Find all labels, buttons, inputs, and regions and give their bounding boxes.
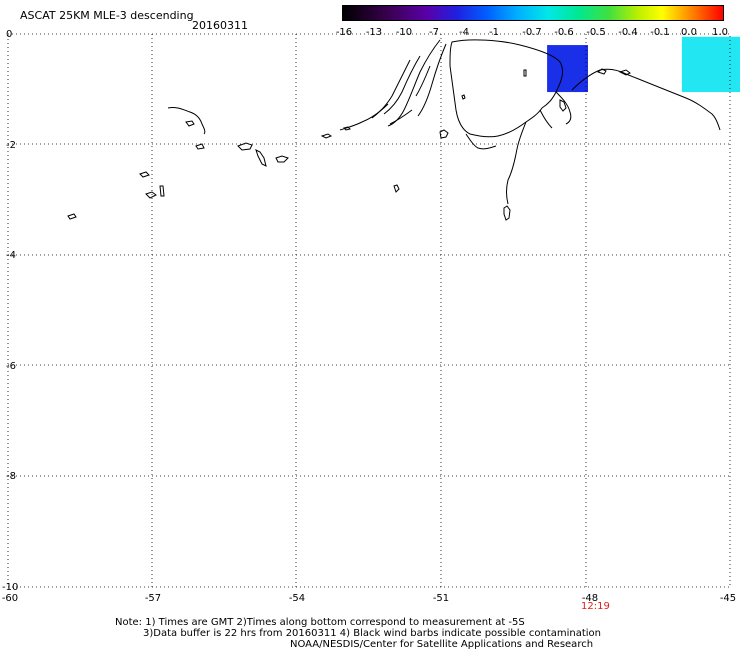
y-tick-label: 0 bbox=[6, 29, 12, 40]
y-tick-label: -8 bbox=[6, 471, 16, 482]
note-line-2: 3)Data buffer is 22 hrs from 20160311 4)… bbox=[143, 628, 601, 639]
map-title: ASCAT 25KM MLE-3 descending bbox=[20, 9, 194, 22]
y-tick-label: -10 bbox=[2, 582, 18, 593]
coastline bbox=[67, 39, 721, 221]
pass-time-label: 12:19 bbox=[581, 601, 610, 612]
colorbar-label: -4 bbox=[459, 27, 469, 38]
colorbar bbox=[342, 5, 724, 21]
data-patch-cyan bbox=[681, 36, 740, 93]
colorbar-label: -13 bbox=[365, 27, 383, 38]
data-patch-blue bbox=[547, 45, 589, 93]
x-tick-label: -57 bbox=[144, 593, 162, 604]
colorbar-label: -16 bbox=[335, 27, 353, 38]
colorbar-label: -1 bbox=[489, 27, 499, 38]
plot-frame bbox=[7, 33, 731, 588]
x-tick-label: -60 bbox=[1, 593, 19, 604]
x-tick-label: -51 bbox=[432, 593, 450, 604]
colorbar-label: -0.1 bbox=[650, 27, 670, 38]
colorbar-label: 0.0 bbox=[681, 27, 697, 38]
map-date: 20160311 bbox=[192, 19, 248, 32]
y-tick-label: -2 bbox=[6, 140, 16, 151]
note-line-3: NOAA/NESDIS/Center for Satellite Applica… bbox=[290, 639, 594, 650]
colorbar-label: -0.6 bbox=[554, 27, 574, 38]
grid-lines bbox=[8, 34, 730, 587]
colorbar-label: -0.4 bbox=[618, 27, 638, 38]
colorbar-label: -0.7 bbox=[522, 27, 542, 38]
colorbar-label: -0.5 bbox=[586, 27, 606, 38]
colorbar-label: -7 bbox=[429, 27, 439, 38]
note-line-1: Note: 1) Times are GMT 2)Times along bot… bbox=[115, 617, 525, 628]
colorbar-label: -10 bbox=[395, 27, 413, 38]
colorbar-label: 1.0 bbox=[712, 27, 728, 38]
x-tick-label: -45 bbox=[719, 593, 737, 604]
y-tick-label: -6 bbox=[6, 361, 16, 372]
x-tick-label: -54 bbox=[288, 593, 306, 604]
y-tick-label: -4 bbox=[6, 250, 16, 261]
x-tick-label: -48 bbox=[581, 593, 599, 604]
